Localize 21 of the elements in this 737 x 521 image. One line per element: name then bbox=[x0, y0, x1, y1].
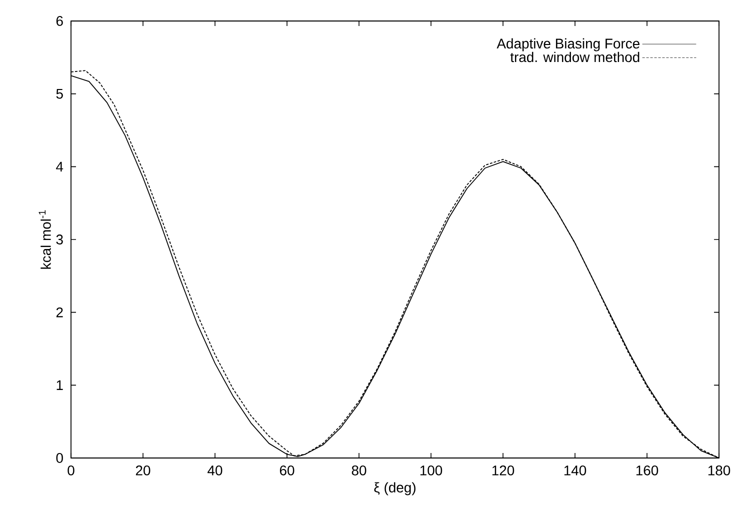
x-tick-label: 160 bbox=[636, 465, 658, 476]
x-tick-label: 100 bbox=[420, 465, 442, 476]
x-tick-label: 80 bbox=[352, 465, 366, 476]
x-axis-title: ξ (deg) bbox=[374, 482, 416, 496]
legend-label: Adaptive Biasing Force bbox=[496, 38, 640, 52]
y-tick-label: 1 bbox=[56, 380, 63, 390]
x-tick-label: 120 bbox=[492, 465, 514, 476]
y-tick-label: 2 bbox=[56, 307, 63, 318]
x-tick-label: 180 bbox=[708, 465, 730, 476]
y-axis-title: kcal mol$^{-1}$ bbox=[38, 210, 51, 269]
x-tick-label: 40 bbox=[208, 465, 222, 476]
x-tick-label: 140 bbox=[564, 465, 586, 476]
legend-label: trad. window method bbox=[510, 52, 640, 62]
x-tick-label: 60 bbox=[280, 465, 294, 476]
x-tick-label: 20 bbox=[136, 465, 150, 476]
y-tick-label: 5 bbox=[56, 88, 63, 99]
y-tick-label: 3 bbox=[56, 234, 63, 244]
y-tick-label: 6 bbox=[56, 16, 63, 26]
y-tick-label: 4 bbox=[56, 162, 64, 172]
x-tick-label: 0 bbox=[68, 465, 74, 476]
y-tick-label: 0 bbox=[56, 453, 63, 463]
